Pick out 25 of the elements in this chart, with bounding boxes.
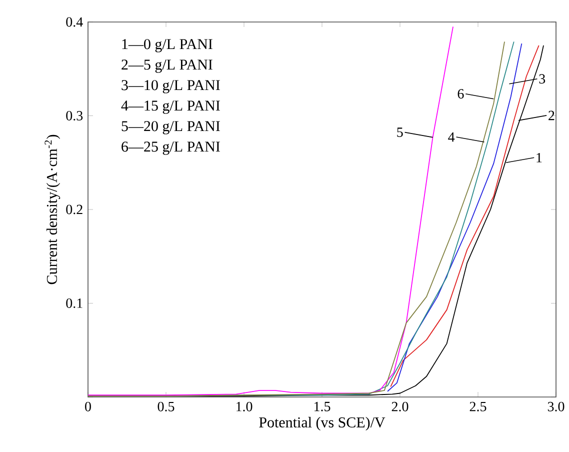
x-tick-label: 1.5	[314, 402, 330, 412]
x-axis-title: Potential (vs SCE)/V	[259, 416, 386, 431]
annotation: 4	[448, 132, 455, 142]
y-tick-label: 0.3	[66, 110, 83, 121]
annotation: 2—5 g/L PANI	[122, 60, 212, 73]
annotation: 3	[539, 74, 546, 84]
x-tick-label: 2.0	[392, 402, 408, 412]
y-axis-title: Current density/(A·cm$^{-2}$)	[44, 134, 60, 284]
y-tick-label: 0.4	[66, 17, 83, 27]
annotation: 2	[548, 110, 554, 120]
annotation: 6—25 g/L PANI	[122, 142, 220, 155]
annotation: 3—10 g/L PANI	[122, 80, 220, 94]
y-tick-label: 0.2	[66, 204, 82, 214]
x-tick-label: 3.0	[548, 402, 564, 412]
annotation: 6	[458, 89, 464, 99]
x-tick-label: 2.5	[470, 402, 486, 412]
x-tick-label: 0.5	[158, 402, 174, 412]
annotation: 5—20 g/L PANI	[122, 121, 220, 134]
y-tick-label: 0.1	[66, 298, 82, 308]
annotation: 1—0 g/L PANI	[122, 39, 212, 52]
annotation: 5	[397, 128, 403, 137]
x-tick-label: 1.0	[236, 402, 252, 412]
annotation: 4—15 g/L PANI	[121, 100, 220, 114]
x-tick-label: 0	[85, 402, 91, 412]
annotation: 1	[536, 152, 542, 162]
